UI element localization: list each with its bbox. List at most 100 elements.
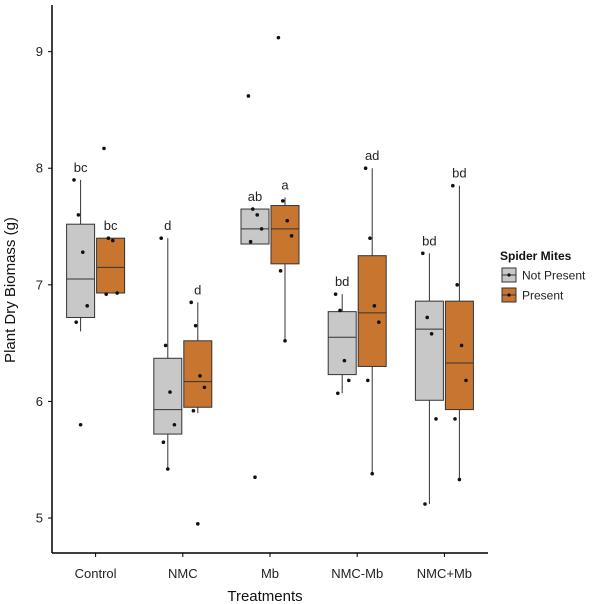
legend-swatch-point	[507, 273, 511, 277]
x-tick-label: NMC+Mb	[417, 566, 472, 581]
data-point	[196, 522, 200, 526]
box-iqr	[444, 300, 474, 411]
y-ticks: 5 6 7 8 9	[36, 44, 52, 526]
box-iqr	[270, 205, 300, 265]
box-iqr	[96, 237, 126, 294]
legend-label: Present	[522, 289, 564, 303]
data-point	[347, 378, 351, 383]
data-point	[163, 343, 168, 348]
data-point	[342, 358, 347, 363]
data-point	[372, 304, 377, 308]
box-nmc-present	[183, 302, 213, 414]
data-point	[281, 199, 285, 203]
box-iqr	[153, 357, 183, 435]
data-point	[104, 292, 108, 296]
data-point	[111, 238, 115, 243]
box-nmc-mb-present	[357, 168, 387, 474]
y-axis-title: Plant Dry Biomass (g)	[2, 217, 19, 363]
data-point	[251, 207, 255, 211]
significance-label: d	[194, 282, 201, 297]
box-nmc-mb-present	[444, 185, 474, 480]
x-tick-label: NMC	[168, 566, 198, 581]
legend: Spider Mites Not Present Present	[500, 249, 586, 303]
box-mb-present	[270, 197, 300, 341]
data-point	[168, 390, 172, 394]
data-point	[193, 323, 198, 328]
data-point	[255, 213, 259, 217]
data-point	[289, 234, 294, 238]
data-point	[115, 291, 119, 295]
y-tick-label: 7	[36, 277, 43, 292]
box-iqr	[66, 223, 96, 318]
data-point	[453, 417, 457, 421]
data-point	[283, 338, 287, 343]
data-point	[191, 408, 196, 413]
box-iqr	[183, 340, 213, 408]
x-tick-label: Control	[75, 566, 117, 581]
data-point	[464, 378, 468, 383]
y-tick-label: 5	[36, 511, 43, 526]
data-point	[425, 315, 430, 320]
box-iqr	[240, 208, 270, 245]
box-iqr	[327, 311, 357, 376]
significance-label: bd	[335, 274, 349, 289]
data-points	[72, 35, 468, 526]
significance-label: bc	[74, 160, 88, 175]
data-point	[248, 239, 253, 244]
y-tick-label: 6	[36, 394, 43, 409]
y-tick-label: 9	[36, 44, 43, 59]
data-point	[198, 373, 202, 378]
data-point	[76, 213, 81, 217]
x-tick-label: Mb	[261, 566, 279, 581]
legend-entry-present: Present	[501, 287, 564, 303]
box-nmc-mb-not-present	[414, 253, 444, 505]
legend-entry-not-present: Not Present	[501, 267, 586, 283]
legend-label: Not Present	[522, 269, 586, 283]
data-point	[246, 94, 251, 98]
data-point	[457, 477, 462, 482]
significance-label: d	[164, 218, 171, 233]
data-point	[333, 292, 338, 296]
data-point	[368, 236, 372, 240]
data-point	[370, 471, 375, 476]
data-point	[421, 251, 425, 256]
legend-entries: Not Present Present	[501, 267, 586, 303]
significance-label: ad	[365, 148, 379, 163]
data-point	[72, 178, 76, 182]
data-point	[455, 283, 460, 287]
y-tick-label: 8	[36, 161, 43, 176]
significance-label: bd	[422, 233, 436, 248]
significance-label: ab	[248, 189, 262, 204]
box-control-not-present	[66, 179, 96, 332]
box-nmc-not-present	[153, 238, 183, 470]
boxes	[66, 168, 474, 505]
legend-swatch-point	[507, 293, 511, 297]
data-point	[338, 308, 342, 313]
data-point	[161, 440, 166, 445]
data-point	[459, 343, 464, 348]
data-point	[434, 417, 438, 421]
data-point	[336, 391, 340, 396]
data-point	[74, 320, 78, 324]
data-point	[102, 146, 106, 151]
box-nmc-mb-not-present	[327, 294, 357, 394]
data-point	[159, 236, 163, 240]
x-ticks: Control NMC Mb NMC-Mb NMC+Mb	[75, 553, 472, 581]
data-point	[259, 227, 264, 231]
box-mb-not-present	[240, 208, 270, 245]
data-point	[278, 269, 283, 273]
data-point	[285, 218, 290, 223]
significance-label: bc	[104, 218, 118, 233]
data-point	[78, 422, 83, 427]
data-point	[166, 467, 170, 471]
significance-labels: bc d ab bd bd bc d a ad bd	[74, 148, 467, 297]
data-point	[451, 183, 455, 188]
data-point	[366, 378, 370, 383]
significance-label: bd	[452, 166, 466, 181]
data-point	[172, 422, 177, 427]
data-point	[253, 475, 257, 480]
data-point	[106, 236, 111, 240]
box-control-present	[96, 237, 126, 294]
data-point	[189, 300, 193, 305]
